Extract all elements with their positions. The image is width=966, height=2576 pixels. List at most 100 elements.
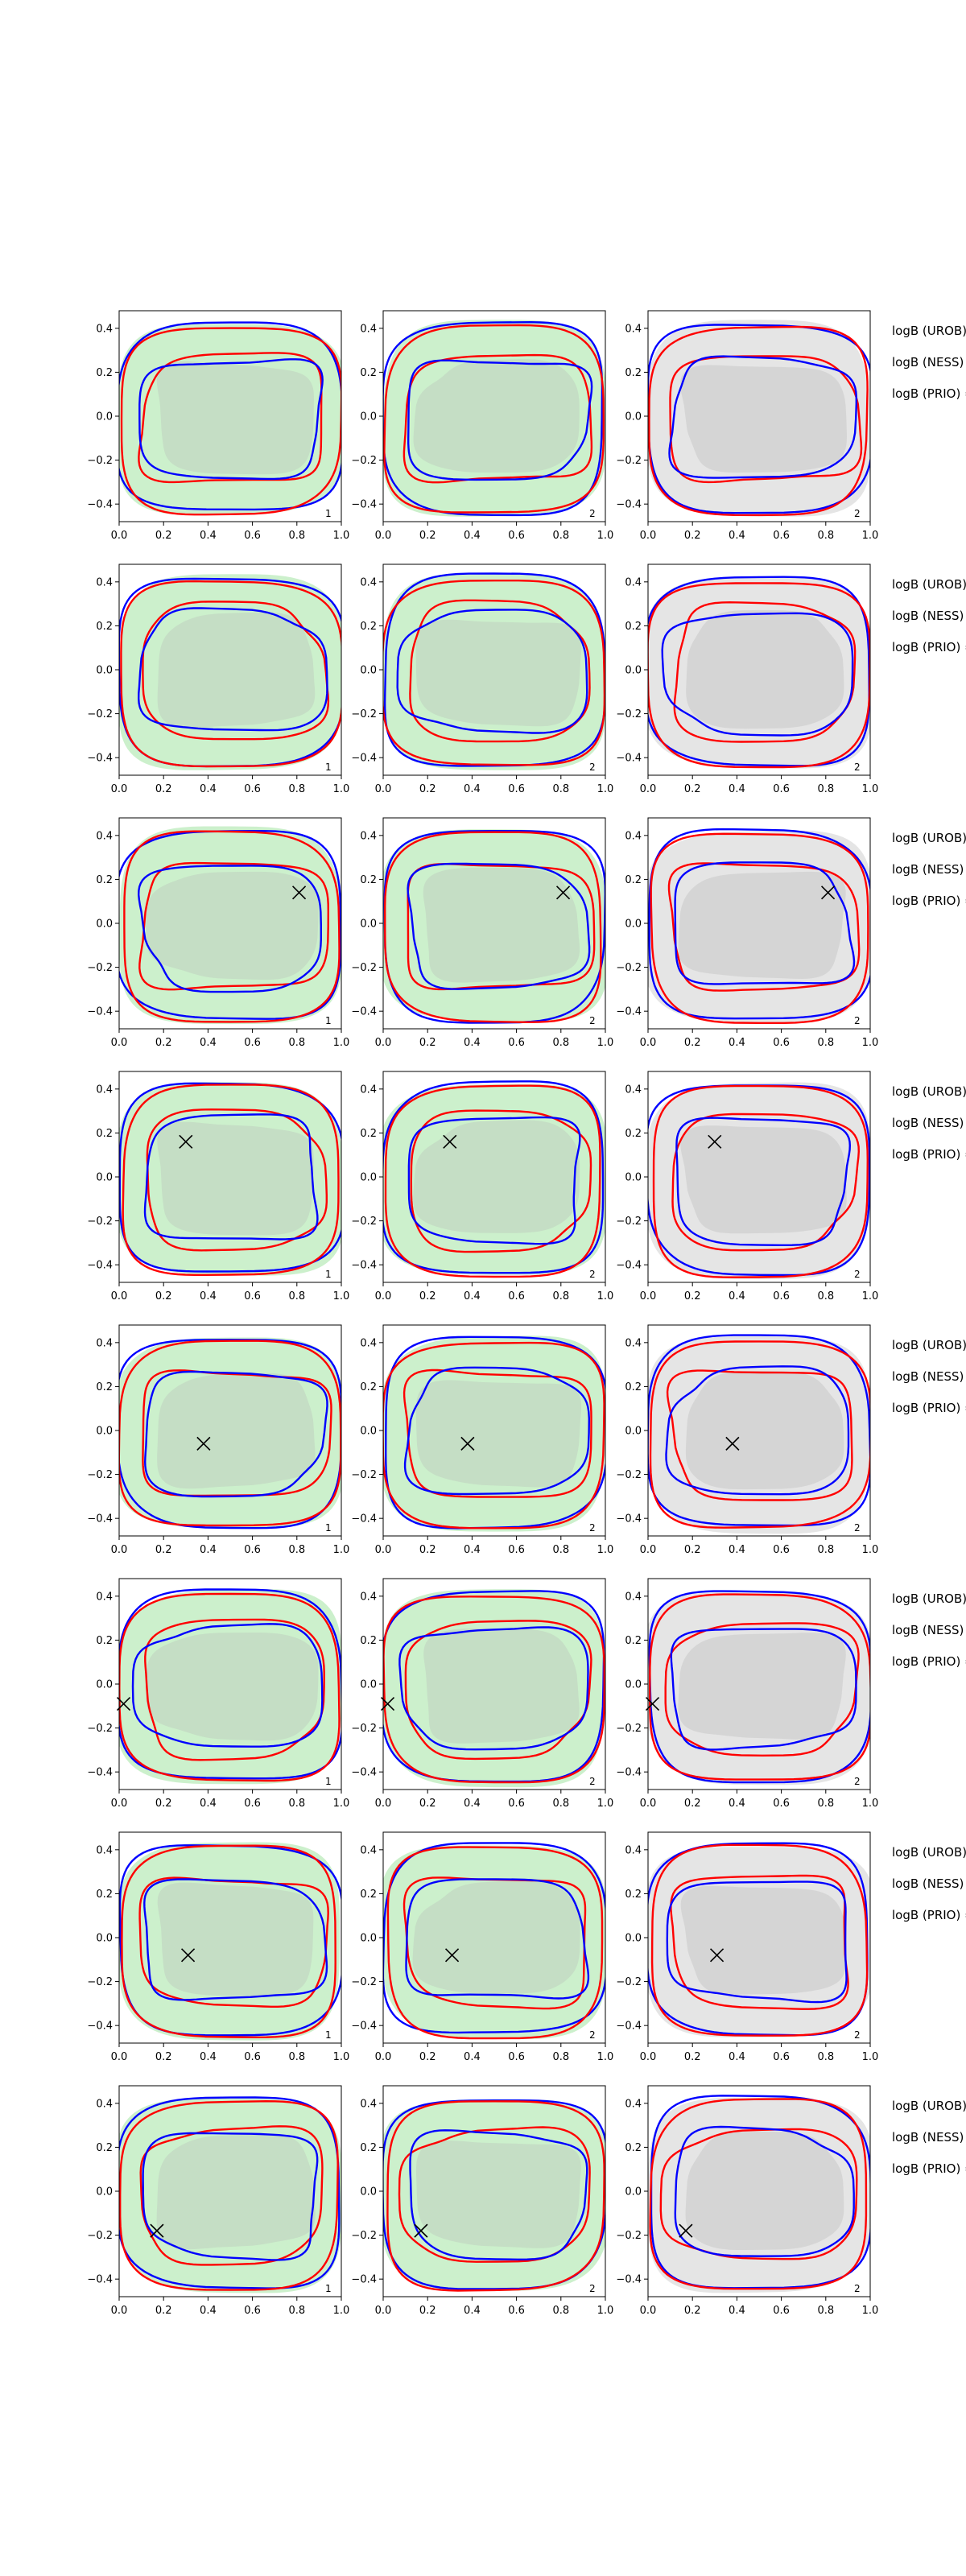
x-tick-label: 0.0 (640, 1290, 657, 1302)
y-tick-label: 0.4 (360, 830, 377, 842)
x-tick-label: 1.0 (333, 783, 350, 795)
y-tick-label: −0.2 (87, 962, 113, 974)
x-tick-label: 0.2 (419, 1798, 436, 1810)
blue-outer-contour (383, 320, 604, 517)
y-tick-label: 0.2 (96, 874, 113, 886)
x-tick-label: 0.4 (200, 530, 217, 542)
panel-index-label: 2 (854, 2029, 861, 2041)
x-tick-label: 0.2 (684, 1290, 701, 1302)
red-inner-contour (407, 863, 596, 991)
panel-plot-area (648, 320, 870, 517)
y-tick-label: −0.4 (616, 2274, 642, 2286)
logb-label: logB (PRIO) = (892, 894, 966, 908)
blue-inner-contour (407, 1116, 581, 1245)
x-tick-label: 0.8 (552, 1037, 569, 1049)
logb-label: logB (PRIO) = (892, 2161, 966, 2176)
inner-region (423, 867, 580, 983)
y-tick-label: 0.0 (360, 2186, 377, 2198)
y-tick-label: −0.4 (87, 2021, 113, 2033)
red-inner-contour (404, 1620, 592, 1761)
x-tick-label: 0.8 (817, 2305, 834, 2317)
panel-index-label: 2 (589, 1522, 596, 1534)
inner-region (157, 1121, 314, 1236)
y-tick-label: 0.2 (96, 1128, 113, 1140)
x-tick-label: 0.6 (508, 783, 525, 795)
y-tick-label: 0.2 (625, 874, 642, 886)
blue-inner-contour (675, 1117, 852, 1247)
x-tick-label: 0.4 (464, 1544, 481, 1556)
logb-label: logB (PRIO) = (892, 1401, 966, 1415)
y-tick-label: 0.2 (360, 367, 377, 379)
panel-index-label: 2 (589, 1776, 596, 1787)
y-tick-label: 0.4 (96, 1337, 113, 1349)
x-tick-label: 0.6 (508, 2305, 525, 2317)
x-tick-label: 0.0 (640, 2051, 657, 2063)
x-tick-label: 0.0 (111, 2051, 128, 2063)
x-tick-label: 0.6 (773, 1290, 790, 1302)
x-tick-label: 1.0 (862, 1290, 879, 1302)
y-tick-label: −0.2 (87, 2230, 113, 2242)
panel-index-label: 2 (854, 1522, 861, 1534)
x-tick-label: 0.4 (200, 783, 217, 795)
y-tick-label: 0.2 (360, 1381, 377, 1393)
y-tick-label: 0.4 (96, 830, 113, 842)
y-tick-label: 0.2 (96, 367, 113, 379)
red-outer-contour (384, 1084, 601, 1278)
x-tick-label: 1.0 (333, 1290, 350, 1302)
y-tick-label: −0.2 (616, 1976, 642, 1988)
x-tick-label: 0.0 (111, 1037, 128, 1049)
y-tick-label: 0.2 (360, 1128, 377, 1140)
y-tick-label: 0.0 (360, 665, 377, 677)
x-tick-label: 0.2 (155, 1290, 172, 1302)
y-tick-label: 0.0 (96, 411, 113, 423)
y-tick-label: −0.2 (87, 1976, 113, 1988)
blue-inner-contour (405, 1878, 590, 2000)
y-tick-label: 0.2 (625, 1889, 642, 1901)
red-outer-contour (386, 1846, 604, 2040)
blue-inner-contour (670, 1628, 857, 1751)
x-marker (555, 886, 571, 900)
x-tick-label: 0.2 (684, 2305, 701, 2317)
y-tick-label: 0.2 (625, 621, 642, 633)
y-tick-label: −0.4 (351, 1513, 377, 1525)
inner-region (146, 871, 319, 980)
x-tick-label: 0.6 (244, 783, 261, 795)
y-tick-label: 0.2 (625, 2142, 642, 2154)
panel-plot-area (648, 2095, 870, 2293)
logb-label: logB (NESS) = (892, 1623, 966, 1637)
red-outer-contour (648, 582, 870, 769)
panel-r7-c3: 2 0.0 0.2 0.4 0.6 0.8 1.0 0.4 0.2 0.0 −0.2 −0.4 (616, 1831, 878, 2063)
y-tick-label: −0.2 (616, 455, 642, 467)
y-tick-label: 0.2 (625, 1381, 642, 1393)
red-outer-contour (383, 1596, 605, 1784)
panel-plot-area (648, 1082, 870, 1279)
panel-r8-c1: 1 0.0 0.2 0.4 0.6 0.8 1.0 0.4 0.2 0.0 −0.2 −0.4 (87, 2085, 349, 2317)
blue-outer-contour (119, 1844, 341, 2037)
x-tick-label: 0.6 (508, 530, 525, 542)
logb-label: logB (PRIO) = (892, 1654, 966, 1669)
x-tick-label: 0.4 (464, 2051, 481, 2063)
y-tick-label: −0.2 (616, 1469, 642, 1481)
x-tick-label: 1.0 (333, 1037, 350, 1049)
panel-plot-area (119, 1588, 341, 1785)
logb-label: logB (UROB) = (892, 577, 966, 592)
inner-region (680, 365, 847, 473)
y-tick-label: 0.0 (625, 2186, 642, 2198)
x-tick-label: 0.4 (464, 1290, 481, 1302)
x-tick-label: 0.4 (200, 1290, 217, 1302)
panel-index-label: 2 (589, 508, 596, 519)
x-tick-label: 0.4 (200, 2305, 217, 2317)
red-inner-contour (138, 1876, 329, 2008)
logb-label: logB (NESS) = (892, 1876, 966, 1891)
inner-region (413, 359, 580, 473)
y-tick-label: 0.0 (625, 1172, 642, 1184)
inner-region (685, 1371, 844, 1490)
panel-plot-area (383, 1842, 605, 2040)
x-tick-label: 1.0 (862, 2305, 879, 2317)
x-tick-label: 0.6 (244, 1544, 261, 1556)
x-tick-label: 0.6 (508, 1037, 525, 1049)
blue-outer-contour (119, 2096, 341, 2289)
x-tick-label: 0.0 (111, 1290, 128, 1302)
blue-inner-contour (396, 609, 588, 734)
x-tick-label: 0.0 (375, 2305, 392, 2317)
